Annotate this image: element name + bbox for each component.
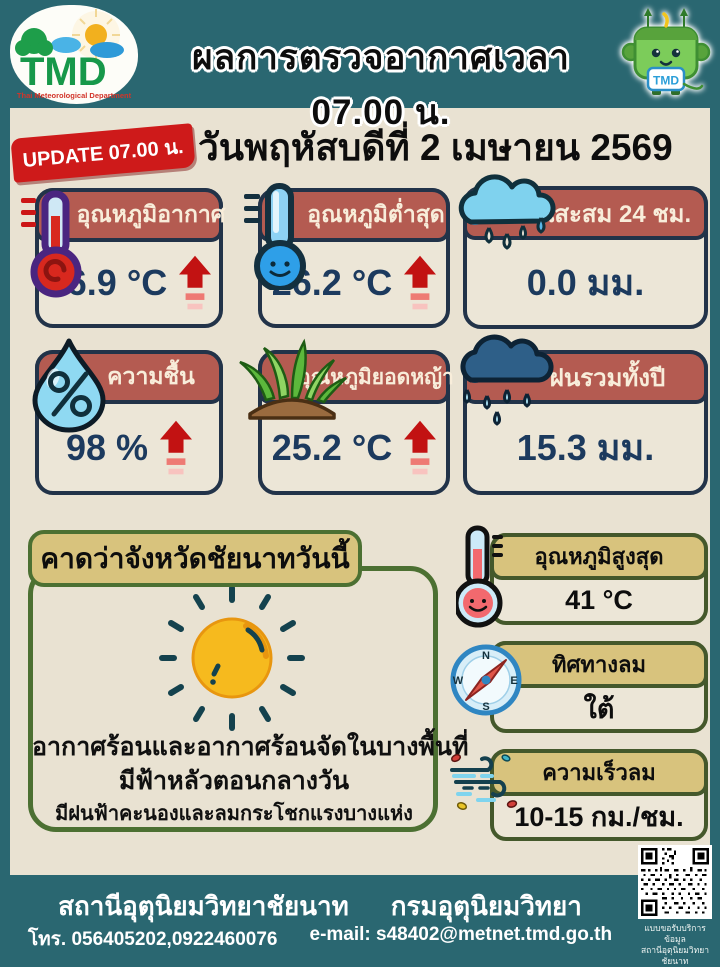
compass-icon: N S W E (450, 644, 522, 716)
card-wind-direction-value: ใต้ (583, 694, 615, 724)
card-wind-direction: ทิศทางลม ใต้ (490, 641, 708, 733)
card-wind-speed-value: 10-15 กม./ชม. (514, 802, 684, 832)
forecast-title: คาดว่าจังหวัดชัยนาทวันนี้ (28, 530, 362, 587)
tmd-logo-subtitle: Thai Meteorological Department (17, 91, 132, 100)
tmd-logo-blob: TMD Thai Meteorological Department (10, 5, 138, 104)
qr-code-icon (638, 845, 712, 919)
trend-up-arrow-icon (179, 255, 212, 310)
card-rain-annual-value: 15.3 มม. (516, 427, 655, 468)
compass-w-label: W (453, 675, 464, 687)
footer-phone: โทร. 056405202,0922460076 (27, 929, 278, 950)
card-grass-temperature-value: 25.2 °C (271, 426, 393, 468)
card-rain-annual: ฝนรวมทั้งปี 15.3 มม. (460, 334, 708, 495)
card-max-temperature-value: 41 °C (565, 585, 633, 615)
card-rain-24h: ฝนสะสม 24 ชม. 0.0 มม. (458, 174, 708, 329)
report-date: วันพฤหัสบดีที่ 2 เมษายน 2569 (198, 127, 673, 168)
card-humidity-value: 98 % (65, 426, 149, 468)
card-grass-temperature: อุณหภูมิยอดหญ้า 25.2 °C (239, 338, 454, 495)
card-wind-speed-label: ความเร็วลม (490, 749, 708, 796)
tmd-logo-abbr: TMD (20, 50, 107, 94)
compass-e-label: E (510, 675, 517, 687)
sun-icon (150, 582, 314, 732)
humidity-drop-icon (19, 338, 119, 434)
qr-caption-line1: แบบขอรับบริการข้อมูล (644, 923, 706, 944)
qr-caption-line2: สถานีอุตุนิยมวิทยาชัยนาท (640, 945, 710, 966)
card-air-temperature: อุณหภูมิอากาศ 26.9 °C (21, 188, 225, 328)
trend-up-arrow-icon (404, 255, 437, 310)
card-max-temperature: อุณหภูมิสูงสุด 41 °C (490, 533, 708, 625)
footer-org-line: สถานีอุตุนิยมวิทยาชัยนาท กรมอุตุนิยมวิทย… (0, 886, 640, 927)
footer-station: สถานีอุตุนิยมวิทยาชัยนาท (58, 891, 349, 921)
rain-cloud-light-icon (451, 174, 563, 262)
trend-up-arrow-icon (404, 420, 437, 474)
card-humidity: ความชื้น 98 % (32, 338, 223, 495)
compass-n-label: N (482, 650, 490, 662)
rain-cloud-dark-icon (451, 334, 559, 434)
tmd-logo: TMD Thai Meteorological Department (10, 5, 138, 104)
thermometer-red-icon (15, 190, 103, 300)
mascot-badge-text: TMD (653, 74, 679, 88)
card-rain-24h-value: 0.0 มม. (526, 262, 645, 303)
card-max-temperature-label: อุณหภูมิสูงสุด (490, 533, 708, 580)
footer-contact-line: โทร. 056405202,0922460076 e-mail: s48402… (0, 924, 640, 954)
page-title: ผลการตรวจอากาศเวลา 07.00 น. (192, 38, 570, 132)
qr-block: แบบขอรับบริการข้อมูล สถานีอุตุนิยมวิทยาช… (635, 845, 715, 967)
compass-s-label: S (482, 701, 489, 713)
card-wind-speed: ความเร็วลม 10-15 กม./ชม. (490, 749, 708, 841)
thermometer-blue-icon (238, 182, 326, 292)
forecast-line3: มีฝนฟ้าคะนองและลมกระโชกแรงบางแห่ง (55, 803, 413, 825)
tmd-mascot-icon: TMD (618, 6, 714, 100)
card-min-temperature: อุณหภูมิต่ำสุด 26.2 °C (244, 183, 450, 328)
wind-icon (448, 750, 524, 816)
forecast-line1: อากาศร้อนและอากาศร้อนจัดในบางพื้นที่ (32, 733, 469, 761)
grass-icon (236, 338, 348, 422)
thermometer-max-icon (453, 525, 506, 629)
footer-email: e-mail: s48402@metnet.tmd.go.th (309, 924, 613, 945)
forecast-line2: มีฟ้าหลัวตอนกลางวัน (118, 767, 350, 795)
card-wind-direction-label: ทิศทางลม (490, 641, 708, 688)
trend-up-arrow-icon (160, 420, 193, 474)
tmd-logo-icon: TMD Thai Meteorological Department (15, 9, 132, 100)
footer-department: กรมอุตุนิยมวิทยา (390, 891, 582, 921)
